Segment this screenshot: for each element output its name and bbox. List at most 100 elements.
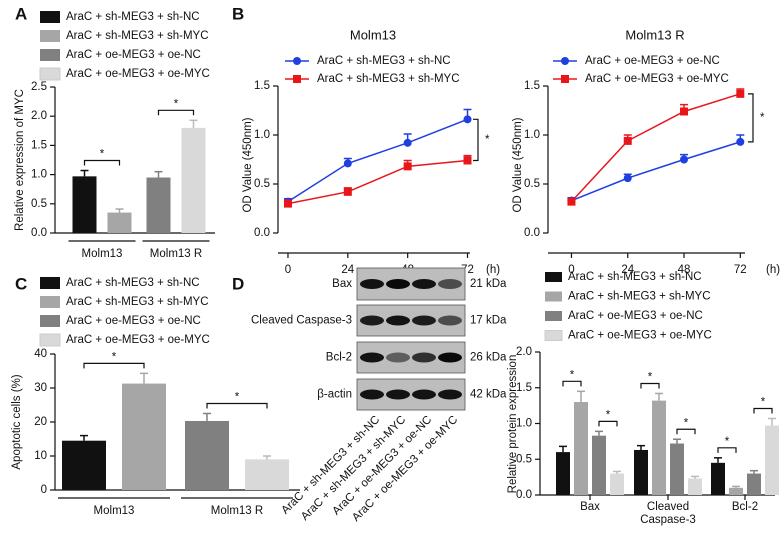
legend-swatch	[40, 296, 60, 308]
bar	[146, 177, 171, 233]
legend-label: AraC + oe-MEG3 + oe-NC	[66, 49, 201, 61]
marker	[567, 197, 576, 206]
significance-bracket	[640, 382, 660, 389]
y-tick-label: 2.5	[31, 81, 47, 93]
blot-band	[412, 279, 436, 289]
legend-swatch	[39, 67, 61, 81]
y-tick-label: 2.0	[31, 110, 47, 122]
legend-label: AraC + sh-MEG3 + sh-MYC	[568, 291, 711, 303]
x-tick-label: 48	[678, 264, 691, 276]
x-tick-label: 24	[621, 264, 634, 276]
band-size: 26 kDa	[470, 352, 507, 364]
y-tick-label: 0.5	[516, 453, 532, 465]
significance-bracket	[676, 428, 696, 435]
significance-bracket	[206, 402, 268, 409]
y-axis-label: OD Value (450nm)	[242, 117, 254, 212]
lane-label: AraC + oe-MEG3 + oe-NC	[330, 414, 434, 518]
y-tick-label: 20	[34, 416, 47, 428]
significance-label: *	[761, 397, 766, 409]
chart-title: Molm13 R	[625, 27, 684, 42]
x-tick-label: Molm13 R	[211, 505, 263, 517]
bar	[747, 473, 761, 495]
panel-letter: B	[232, 4, 244, 23]
blot-band	[438, 389, 462, 400]
y-tick-label: 1.5	[524, 80, 540, 92]
marker	[561, 57, 569, 65]
significance-label: *	[760, 112, 765, 124]
x-tick-label: Molm13	[82, 248, 123, 260]
x-tick-label-box: Bax	[580, 501, 600, 513]
bar	[765, 425, 779, 495]
y-tick-label: 1.0	[524, 129, 540, 141]
x-tick-label: 24	[341, 264, 354, 276]
marker	[623, 174, 632, 183]
legend-swatch	[40, 49, 60, 61]
bar	[592, 435, 606, 495]
blot-band	[438, 352, 462, 363]
x-tick-label: 0	[285, 264, 291, 276]
marker	[680, 155, 689, 164]
significance-label: *	[684, 417, 689, 429]
lane-label: AraC + sh-MEG3 + sh-MYC	[299, 414, 408, 523]
significance-label: *	[100, 149, 105, 161]
legend-swatch	[544, 330, 563, 341]
panel-letter: C	[15, 274, 27, 293]
marker	[293, 75, 301, 83]
y-tick-label: 30	[34, 382, 47, 394]
band-name: Bcl-2	[326, 352, 352, 364]
significance-bracket	[753, 407, 773, 414]
marker	[680, 107, 689, 116]
significance-label: *	[112, 351, 117, 363]
band-size: 17 kDa	[470, 315, 507, 327]
blot-band	[386, 352, 410, 363]
y-axis-label: Relative protein expression	[507, 355, 519, 494]
y-tick-label: 10	[34, 450, 47, 462]
significance-bracket	[717, 447, 737, 453]
legend-label: AraC + sh-MEG3 + sh-NC	[66, 277, 200, 289]
bar	[62, 440, 106, 490]
legend-label: AraC + oe-MEG3 + oe-NC	[585, 55, 720, 67]
panel-letter: D	[232, 274, 244, 293]
y-axis-label: OD Value (450nm)	[512, 117, 524, 212]
marker	[343, 187, 352, 196]
x-tick-label: Molm13	[94, 505, 135, 517]
y-tick-label: 1.5	[31, 139, 47, 151]
bar	[556, 452, 570, 495]
panel-letter: A	[15, 4, 27, 23]
marker	[403, 138, 412, 147]
blot-band	[360, 315, 384, 326]
legend-swatch	[40, 315, 60, 327]
x-axis-unit: (h)	[766, 264, 780, 276]
x-tick-label-box: Cleaved Caspase-3	[640, 501, 696, 526]
marker	[403, 162, 412, 171]
series-line	[287, 159, 468, 205]
bar	[634, 449, 648, 495]
bar	[122, 383, 166, 490]
y-axis-label: Relative expression of MYC	[14, 89, 26, 231]
series-line	[570, 93, 741, 203]
y-tick-label: 1.0	[254, 129, 270, 141]
legend-label: AraC + oe-MEG3 + oe-MYC	[568, 330, 712, 342]
y-tick-label: 0.0	[524, 227, 540, 239]
bar	[107, 212, 132, 233]
marker	[623, 136, 632, 145]
legend-label: AraC + oe-MEG3 + oe-MYC	[585, 73, 729, 85]
bar	[245, 459, 289, 490]
significance-label: *	[174, 98, 179, 110]
bar	[610, 473, 624, 495]
significance-label: *	[725, 436, 730, 448]
legend-swatch	[40, 277, 60, 289]
y-tick-label: 0.0	[516, 489, 532, 501]
significance-label: *	[606, 409, 611, 421]
legend-label: AraC + oe-MEG3 + oe-MYC	[66, 334, 210, 346]
legend-swatch	[545, 311, 562, 321]
legend-swatch	[39, 333, 61, 347]
bar	[670, 443, 684, 495]
y-tick-label: 1.0	[31, 169, 47, 181]
blot-band	[386, 315, 410, 326]
blot-band	[438, 279, 462, 289]
blot-band	[412, 352, 436, 363]
y-tick-label: 0.5	[31, 198, 47, 210]
y-tick-label: 1.5	[516, 382, 532, 394]
